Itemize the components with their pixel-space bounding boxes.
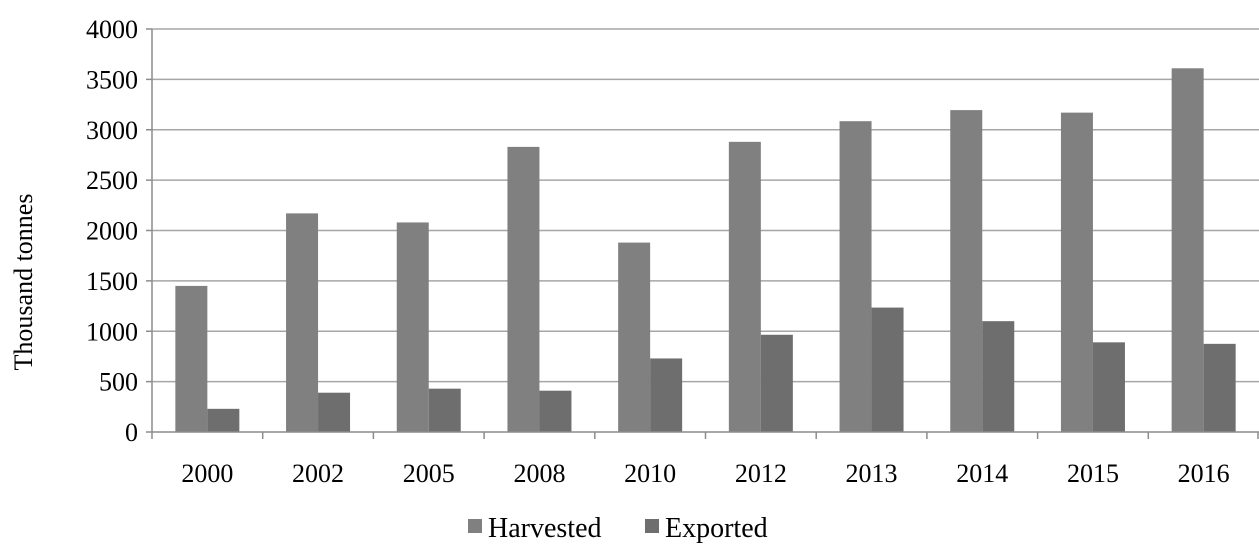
y-tick-label: 1500 [86, 267, 138, 296]
y-axis-title: Thousand tonnes [9, 194, 38, 371]
bar-exported-2012 [760, 334, 793, 432]
bar-exported-2016 [1203, 343, 1236, 432]
bar-harvested-2016 [1171, 68, 1204, 432]
bar-harvested-2012 [728, 141, 761, 432]
bar-harvested-2010 [618, 242, 651, 432]
y-tick-labels: 0 500 1000 1500 2000 2500 3000 3500 4000 [86, 15, 138, 447]
y-tick-label: 500 [99, 368, 138, 397]
legend-swatch [468, 519, 482, 533]
gridlines [152, 28, 1259, 383]
x-tick-label: 2013 [846, 459, 898, 488]
x-tick-label: 2016 [1178, 459, 1230, 488]
x-tick-label: 2012 [735, 459, 787, 488]
legend: Harvested Exported [468, 513, 768, 544]
legend-item-harvested: Harvested [468, 513, 602, 544]
axes [146, 28, 1259, 439]
x-tick-labels: 2000 2002 2005 2008 2010 2012 2013 2014 2015 2016 [181, 459, 1229, 488]
x-tick-label: 2008 [513, 459, 565, 488]
bar-exported-2013 [871, 307, 904, 432]
bar-harvested-2015 [1060, 112, 1093, 432]
bar-exported-2005 [428, 388, 461, 432]
bar-harvested-2014 [950, 110, 983, 432]
x-tick-label: 2010 [624, 459, 676, 488]
y-tick-label: 0 [125, 418, 138, 447]
bar-exported-2002 [318, 392, 351, 432]
x-tick-label: 2005 [403, 459, 455, 488]
x-tick-label: 2002 [292, 459, 344, 488]
bars [175, 68, 1236, 432]
x-tick-label: 2014 [956, 459, 1008, 488]
legend-swatch [645, 519, 659, 533]
y-tick-label: 4000 [86, 15, 138, 44]
bar-harvested-2000 [175, 285, 208, 432]
bar-exported-2010 [650, 358, 683, 432]
bar-harvested-2013 [839, 121, 872, 432]
x-tick-label: 2015 [1067, 459, 1119, 488]
bar-harvested-2002 [286, 213, 319, 432]
bar-exported-2015 [1092, 342, 1125, 432]
legend-item-exported: Exported [645, 513, 768, 544]
y-tick-label: 2000 [86, 217, 138, 246]
bar-exported-2008 [539, 390, 572, 432]
bar-exported-2000 [207, 408, 240, 432]
y-tick-label: 3000 [86, 116, 138, 145]
bar-harvested-2005 [396, 222, 429, 432]
x-tick-label: 2000 [181, 459, 233, 488]
bar-harvested-2008 [507, 146, 540, 432]
y-tick-label: 3500 [86, 65, 138, 94]
legend-label: Exported [665, 513, 768, 544]
legend-label: Harvested [488, 513, 602, 544]
y-tick-label: 1000 [86, 317, 138, 346]
y-tick-label: 2500 [86, 166, 138, 195]
bar-exported-2014 [982, 321, 1015, 432]
